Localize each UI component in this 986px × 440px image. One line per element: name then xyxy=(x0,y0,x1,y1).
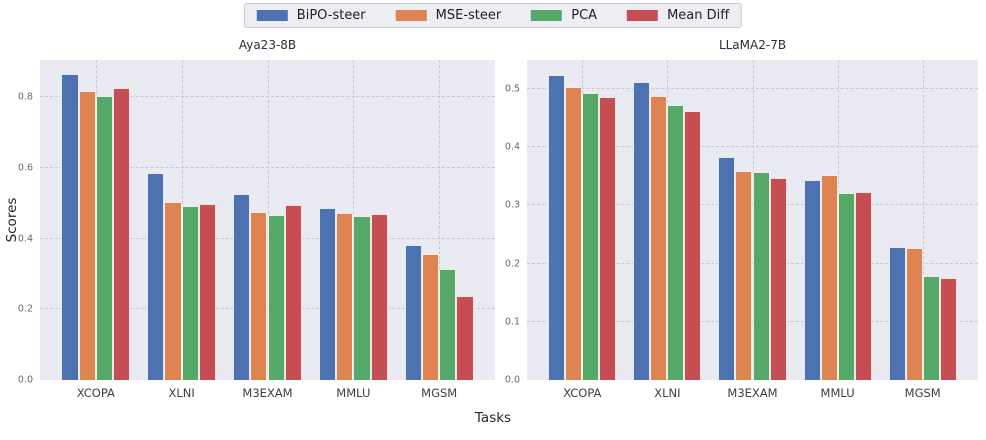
bar-bipo-steer-xcopa xyxy=(548,74,566,380)
plot-area-aya23-8b: 0.0 0.2 0.4 0.6 0.8 XCOPA XLNI M3EXAM MMLU MGSM xyxy=(18,60,495,400)
y-tick-label: 0.4 xyxy=(17,233,33,245)
bar-mean-diff-mmlu xyxy=(854,191,872,380)
y-tick-label: 0.2 xyxy=(504,258,520,270)
legend-item-mean-diff: Mean Diff xyxy=(627,8,729,23)
bar-pca-mgsm xyxy=(922,275,940,380)
y-tick-label: 0.2 xyxy=(17,303,33,315)
bar-pca-mmlu xyxy=(353,215,371,380)
bar-bipo-steer-mgsm xyxy=(888,247,906,380)
x-tick-label-m3exam: M3EXAM xyxy=(242,386,293,400)
bar-mean-diff-xlni xyxy=(198,204,216,380)
bar-mean-diff-mgsm xyxy=(456,295,474,380)
x-tick-label-xcopa: XCOPA xyxy=(76,386,115,400)
bar-pca-m3exam xyxy=(752,172,770,380)
bar-pca-xcopa xyxy=(95,96,113,380)
legend-label: PCA xyxy=(571,8,598,23)
bar-bipo-steer-xcopa xyxy=(61,74,79,380)
gridline-vertical xyxy=(922,60,924,380)
bar-bipo-steer-xlni xyxy=(633,82,651,380)
y-tick-label: 0.4 xyxy=(504,141,520,153)
legend-swatch-icon xyxy=(531,10,563,21)
legend-swatch-icon xyxy=(627,10,659,21)
x-tick-label-xlni: XLNI xyxy=(168,386,195,400)
legend-item-bipo-steer: BiPO-steer xyxy=(256,8,366,23)
legend-item-mse-steer: MSE-steer xyxy=(395,8,502,23)
bar-pca-xlni xyxy=(181,205,199,380)
y-tick-label: 0.5 xyxy=(504,83,520,95)
bar-pca-mgsm xyxy=(439,268,457,380)
x-tick-label-xlni: XLNI xyxy=(654,386,681,400)
bar-mean-diff-xcopa xyxy=(599,97,617,380)
y-tick-label: 0.3 xyxy=(504,199,520,211)
bar-bipo-steer-m3exam xyxy=(233,193,251,380)
bar-bipo-steer-mgsm xyxy=(404,244,422,380)
bar-mse-steer-m3exam xyxy=(735,170,753,380)
legend-label: MSE-steer xyxy=(435,8,502,23)
bar-mse-steer-mmlu xyxy=(820,175,838,380)
bar-bipo-steer-xlni xyxy=(147,172,165,380)
bar-mse-steer-xlni xyxy=(164,201,182,380)
legend-label: Mean Diff xyxy=(667,8,730,23)
y-tick-label: 0.0 xyxy=(17,374,33,386)
legend: BiPO-steer MSE-steer PCA Mean Diff xyxy=(243,3,743,28)
bar-mse-steer-m3exam xyxy=(250,211,268,380)
x-tick-label-mgsm: MGSM xyxy=(904,386,941,400)
bar-mean-diff-mmlu xyxy=(370,213,388,380)
legend-swatch-icon xyxy=(256,10,288,21)
bar-pca-mmlu xyxy=(837,192,855,380)
bar-pca-m3exam xyxy=(267,215,285,380)
y-tick-label: 0.6 xyxy=(17,162,33,174)
bar-mean-diff-xlni xyxy=(684,110,702,380)
legend-item-pca: PCA xyxy=(531,8,597,23)
y-tick-label: 0.1 xyxy=(504,316,520,328)
gridline-vertical xyxy=(439,60,441,380)
legend-swatch-icon xyxy=(395,10,427,21)
x-tick-label-mgsm: MGSM xyxy=(421,386,458,400)
plot-area-llama2-7b: 0.0 0.1 0.2 0.3 0.4 0.5 XCOPA XLNI M3EXAM MMLU MGS… xyxy=(505,60,978,400)
bar-mse-steer-mmlu xyxy=(336,213,354,380)
bar-mse-steer-xcopa xyxy=(78,90,96,380)
x-axis-label: Tasks xyxy=(474,410,512,426)
bar-mean-diff-m3exam xyxy=(769,177,787,380)
bar-pca-xcopa xyxy=(582,93,600,380)
legend-label: BiPO-steer xyxy=(296,8,366,23)
bar-mse-steer-xcopa xyxy=(565,87,583,380)
bar-mse-steer-mgsm xyxy=(422,254,440,380)
x-tick-label-m3exam: M3EXAM xyxy=(727,386,778,400)
x-tick-label-mmlu: MMLU xyxy=(820,386,855,400)
bar-bipo-steer-m3exam xyxy=(718,156,736,380)
bar-mse-steer-mgsm xyxy=(905,247,923,380)
bar-mse-steer-xlni xyxy=(650,96,668,380)
x-tick-label-xcopa: XCOPA xyxy=(563,386,602,400)
bar-pca-xlni xyxy=(667,105,685,380)
bar-mean-diff-m3exam xyxy=(284,204,302,380)
bar-bipo-steer-mmlu xyxy=(319,207,337,380)
y-tick-label: 0.0 xyxy=(504,374,520,386)
subplot-title-llama2-7b: LLaMA2-7B xyxy=(718,38,787,52)
bar-mean-diff-xcopa xyxy=(112,87,131,380)
y-tick-label: 0.8 xyxy=(17,91,33,103)
x-tick-label-mmlu: MMLU xyxy=(336,386,371,400)
bar-mean-diff-mgsm xyxy=(939,277,957,380)
bar-bipo-steer-mmlu xyxy=(803,180,821,380)
subplot-title-aya23-8b: Aya23-8B xyxy=(238,38,297,52)
